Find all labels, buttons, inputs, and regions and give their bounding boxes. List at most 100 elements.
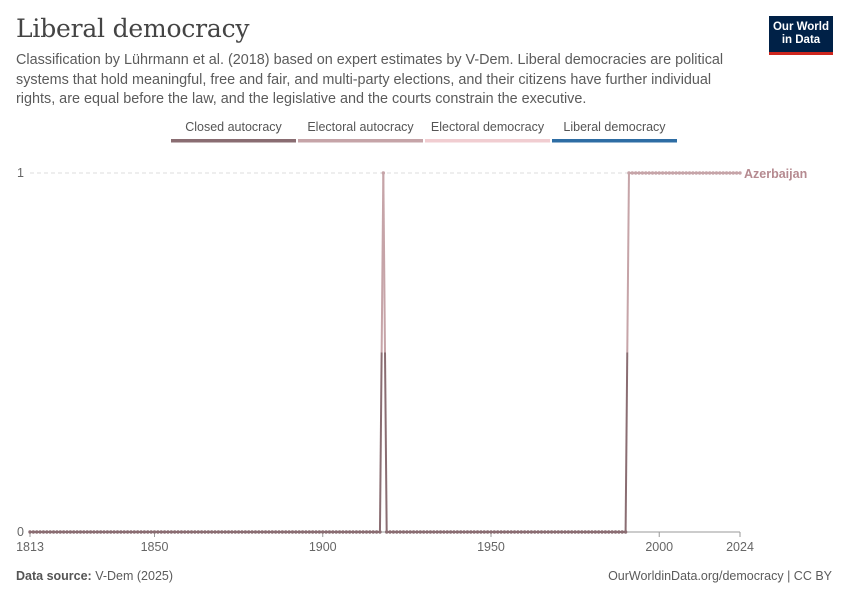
data-point[interactable] [539,530,544,534]
data-point[interactable] [203,530,207,534]
data-point[interactable] [442,530,446,534]
data-point[interactable] [459,530,463,534]
data-point[interactable] [115,530,120,534]
data-point[interactable] [183,530,187,534]
data-point[interactable] [41,530,46,534]
data-point[interactable] [475,530,480,534]
data-point[interactable] [650,171,655,175]
data-point[interactable] [522,530,527,534]
data-point[interactable] [142,530,147,534]
data-point[interactable] [213,530,217,534]
series-transition[interactable] [626,172,630,353]
owid-logo[interactable]: Our World in Data [769,16,833,55]
data-point[interactable] [92,530,96,534]
data-point[interactable] [35,530,39,534]
data-point[interactable] [516,530,520,534]
data-point[interactable] [620,530,624,534]
data-point[interactable] [61,530,66,534]
data-point[interactable] [590,530,594,534]
data-point[interactable] [613,530,618,534]
data-point[interactable] [603,530,608,534]
data-point[interactable] [671,171,675,175]
data-point[interactable] [270,530,274,534]
data-point[interactable] [347,530,352,534]
data-point[interactable] [65,530,69,534]
data-point[interactable] [31,530,36,534]
data-point[interactable] [681,171,685,175]
series-layer[interactable]: Azerbaijan [28,167,807,534]
legend-bar-closed-autocracy[interactable] [171,139,296,143]
data-point[interactable] [220,530,224,534]
data-point[interactable] [371,530,375,534]
data-point[interactable] [45,530,49,534]
data-point[interactable] [172,530,177,534]
data-point[interactable] [263,530,268,534]
data-point[interactable] [660,171,665,175]
data-point[interactable] [677,171,682,175]
data-point[interactable] [55,530,59,534]
data-point[interactable] [280,530,285,534]
data-point[interactable] [223,530,227,534]
data-point[interactable] [51,530,56,534]
data-point[interactable] [236,530,241,534]
data-point[interactable] [28,530,32,534]
data-point[interactable] [132,530,137,534]
data-point[interactable] [149,530,153,534]
data-point[interactable] [435,530,439,534]
data-point[interactable] [361,530,365,534]
data-point[interactable] [492,530,497,534]
data-point[interactable] [156,530,160,534]
data-point[interactable] [667,171,672,175]
data-point[interactable] [637,171,641,175]
data-point[interactable] [196,530,200,534]
data-point[interactable] [364,530,369,534]
data-point[interactable] [401,530,406,534]
series-azerbaijan[interactable]: Azerbaijan [28,167,807,534]
data-point[interactable] [82,530,86,534]
data-point[interactable] [617,530,621,534]
data-point[interactable] [411,530,416,534]
data-point[interactable] [247,530,251,534]
data-point[interactable] [58,530,62,534]
data-point[interactable] [627,171,631,175]
data-point[interactable] [674,171,678,175]
data-point[interactable] [273,530,278,534]
data-point[interactable] [526,530,530,534]
data-point[interactable] [112,530,116,534]
data-point[interactable] [199,530,204,534]
footer-credit[interactable]: OurWorldinData.org/democracy | CC BY [608,569,832,583]
data-point[interactable] [559,530,564,534]
data-point[interactable] [398,530,402,534]
data-point[interactable] [546,530,550,534]
data-point[interactable] [428,530,433,534]
data-point[interactable] [415,530,419,534]
data-point[interactable] [314,530,318,534]
data-point[interactable] [307,530,311,534]
series-transition[interactable] [378,352,383,533]
data-point[interactable] [176,530,180,534]
data-point[interactable] [88,530,93,534]
data-point[interactable] [633,171,638,175]
series-transition[interactable] [384,352,388,533]
data-point[interactable] [586,530,591,534]
data-point[interactable] [496,530,500,534]
data-point[interactable] [408,530,412,534]
data-point[interactable] [374,530,379,534]
data-point[interactable] [105,530,110,534]
data-point[interactable] [485,530,490,534]
data-point[interactable] [731,171,735,175]
data-point[interactable] [536,530,540,534]
legend-bar-liberal-democracy[interactable] [552,139,677,143]
source-value[interactable]: V-Dem (2025) [95,569,174,583]
series-transition[interactable] [624,352,629,533]
data-point[interactable] [405,530,409,534]
data-point[interactable] [502,530,507,534]
data-point[interactable] [146,530,150,534]
data-point[interactable] [684,171,688,175]
data-point[interactable] [711,171,715,175]
data-point[interactable] [206,530,211,534]
data-point[interactable] [341,530,345,534]
data-point[interactable] [300,530,305,534]
data-point[interactable] [166,530,170,534]
series-transition[interactable] [382,172,386,353]
